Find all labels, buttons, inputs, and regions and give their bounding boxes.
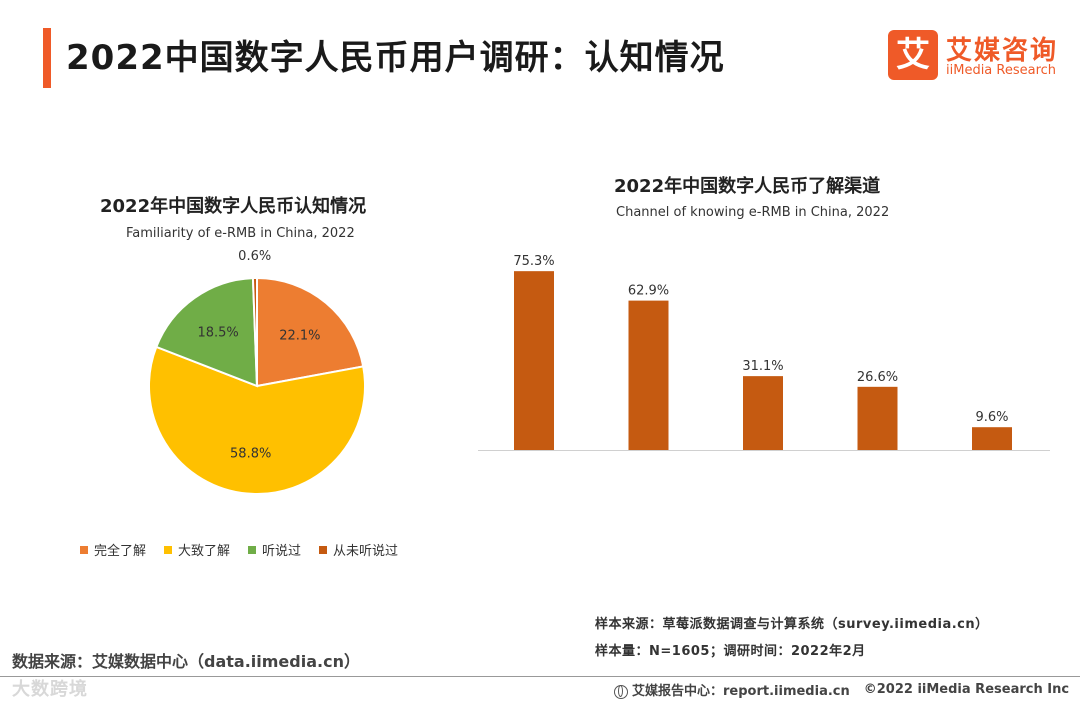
pie-slice <box>155 277 259 388</box>
legend-item: 从未听说过 <box>319 540 398 559</box>
legend-swatch <box>164 545 173 554</box>
bar <box>857 386 898 450</box>
bar-data-label: 26.6% <box>857 370 898 385</box>
title-accent-bar <box>43 28 51 88</box>
globe-icon <box>614 684 628 699</box>
sample-size-note: 样本量：N=1605；调研时间：2022年2月 <box>595 644 866 659</box>
bar-data-label: 9.6% <box>975 410 1008 425</box>
page-title: 2022中国数字人民币用户调研：认知情况 <box>66 38 725 78</box>
pie-slice <box>148 345 366 495</box>
footer-divider <box>0 676 1080 677</box>
bar-data-label: 75.3% <box>513 254 554 269</box>
report-center-text: 艾媒报告中心：report.iimedia.cn <box>632 684 850 699</box>
bar <box>628 300 669 450</box>
bar-chart-subtitle: Channel of knowing e-RMB in China, 2022 <box>616 205 890 220</box>
pie-slice <box>256 276 365 388</box>
brand-logo: 艾 艾媒咨询 iiMedia Research <box>888 28 1068 84</box>
legend-label: 完全了解 <box>94 544 147 559</box>
legend-swatch <box>319 545 328 554</box>
bar <box>743 376 783 450</box>
report-center: 艾媒报告中心：report.iimedia.cn <box>614 680 850 699</box>
bar <box>514 271 554 450</box>
legend-item: 听说过 <box>248 540 301 559</box>
pie-data-label: 58.8% <box>230 447 271 462</box>
copyright: ©2022 iiMedia Research Inc <box>863 682 1070 697</box>
footer: 艾媒报告中心：report.iimedia.cn ©2022 iiMedia R… <box>614 680 1069 699</box>
legend-item: 完全了解 <box>80 540 146 559</box>
pie-chart-subtitle: Familiarity of e-RMB in China, 2022 <box>126 226 355 241</box>
sample-source-note: 样本来源：草莓派数据调查与计算系统（survey.iimedia.cn） <box>595 617 989 632</box>
legend-swatch <box>248 545 257 554</box>
pie-slice <box>251 276 258 387</box>
pie-data-label: 22.1% <box>279 329 320 344</box>
pie-data-label: 0.6% <box>238 250 271 264</box>
pie-chart-title: 2022年中国数字人民币认知情况 <box>100 196 367 217</box>
bar-data-label: 31.1% <box>742 359 783 374</box>
pie-legend: 完全了解 大致了解 听说过 从未听说过 <box>80 540 398 559</box>
legend-label: 听说过 <box>262 544 302 559</box>
pie-data-label: 18.5% <box>197 325 238 340</box>
logo-mark: 艾 <box>888 30 938 80</box>
legend-swatch <box>80 545 88 554</box>
bar-chart-title: 2022年中国数字人民币了解渠道 <box>614 176 881 197</box>
data-source: 数据来源：艾媒数据中心（data.iimedia.cn） <box>12 652 360 671</box>
watermark: 大数跨境 <box>12 679 88 700</box>
legend-label: 大致了解 <box>178 544 231 559</box>
bar-chart: 75.3% 62.9% 31.1% 26.6% 9.6% <box>478 254 1050 451</box>
logo-english-name: iiMedia Research <box>946 63 1057 78</box>
pie-chart: 22.1% 58.8% 18.5% 0.6% <box>148 250 366 495</box>
bar <box>972 427 1012 450</box>
legend-item: 大致了解 <box>164 540 230 559</box>
legend-label: 从未听说过 <box>333 544 399 559</box>
logo-chinese-name: 艾媒咨询 <box>946 36 1059 66</box>
bar-data-label: 62.9% <box>628 284 669 299</box>
